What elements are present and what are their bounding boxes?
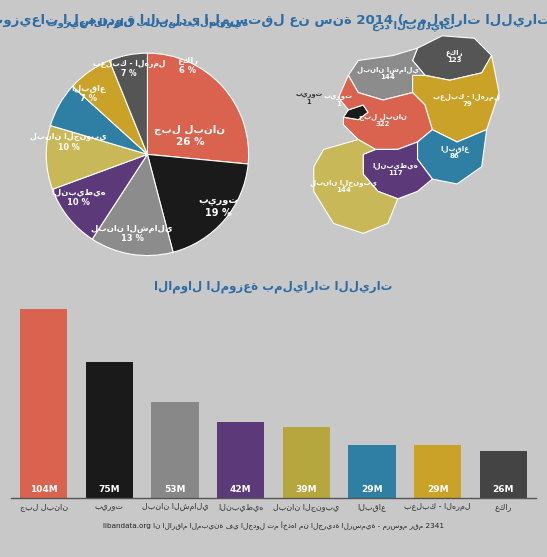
Polygon shape bbox=[314, 139, 398, 233]
Text: libandata.org ان الارقام المبينة في الجدول تم أخذها من الجريدة الرسمية - مرسوم ر: libandata.org ان الارقام المبينة في الجد… bbox=[103, 521, 444, 530]
Text: البقاع
7 %: البقاع 7 % bbox=[72, 84, 106, 104]
Text: 75M: 75M bbox=[98, 486, 120, 495]
Bar bbox=[217, 422, 264, 498]
Text: لبنان اشمالي
144: لبنان اشمالي 144 bbox=[357, 66, 419, 80]
Text: 29M: 29M bbox=[427, 486, 449, 495]
Bar bbox=[283, 427, 330, 498]
Bar bbox=[414, 446, 461, 498]
Text: 29M: 29M bbox=[361, 486, 383, 495]
Wedge shape bbox=[53, 154, 148, 239]
Text: 26M: 26M bbox=[492, 486, 514, 495]
Text: 53M: 53M bbox=[164, 486, 186, 495]
Text: بيروت
19 %: بيروت 19 % bbox=[198, 196, 238, 218]
Polygon shape bbox=[363, 142, 432, 199]
Text: بيروت
1: بيروت 1 bbox=[295, 92, 323, 105]
Wedge shape bbox=[50, 86, 148, 154]
Wedge shape bbox=[92, 154, 173, 256]
Text: لبنان الجنوبي
10 %: لبنان الجنوبي 10 % bbox=[30, 133, 107, 152]
Polygon shape bbox=[344, 105, 368, 120]
Text: لبنان الجنوبي
144: لبنان الجنوبي 144 bbox=[310, 179, 377, 193]
Bar bbox=[152, 402, 199, 498]
Wedge shape bbox=[73, 61, 148, 154]
Polygon shape bbox=[412, 56, 499, 142]
Wedge shape bbox=[148, 53, 248, 164]
Text: بيروت
1: بيروت 1 bbox=[324, 94, 353, 106]
Text: توزيعات الصندوق البلدي المستقل عن سنة 2014 (بمليارات الليرات): توزيعات الصندوق البلدي المستقل عن سنة 20… bbox=[0, 14, 547, 27]
Polygon shape bbox=[339, 75, 432, 149]
Text: 39M: 39M bbox=[295, 486, 317, 495]
Polygon shape bbox=[348, 48, 425, 100]
Bar bbox=[480, 451, 527, 498]
Text: جبل لبنان
322: جبل لبنان 322 bbox=[359, 113, 407, 127]
Bar bbox=[348, 446, 395, 498]
Bar bbox=[20, 309, 67, 498]
Text: بعلبك - الهرمل
79: بعلبك - الهرمل 79 bbox=[433, 93, 501, 107]
Wedge shape bbox=[46, 125, 148, 189]
Wedge shape bbox=[148, 154, 248, 252]
Text: عكار
123: عكار 123 bbox=[446, 48, 463, 62]
Text: بعلبك - الهرمل
7 %: بعلبك - الهرمل 7 % bbox=[93, 58, 165, 78]
Text: النبيطيه
10 %: النبيطيه 10 % bbox=[51, 187, 106, 207]
Text: 42M: 42M bbox=[230, 486, 252, 495]
Polygon shape bbox=[412, 36, 492, 80]
Polygon shape bbox=[417, 130, 487, 184]
Title: عدد البلديات: عدد البلديات bbox=[371, 20, 453, 31]
Text: البقاع
86: البقاع 86 bbox=[440, 145, 469, 159]
Text: عكار
6 %: عكار 6 % bbox=[177, 56, 199, 75]
Title: توزيع الاموال بالنسب المئوية: توزيع الاموال بالنسب المئوية bbox=[47, 17, 248, 28]
Text: جبل لبنان
26 %: جبل لبنان 26 % bbox=[154, 125, 225, 147]
Bar bbox=[86, 361, 133, 498]
Wedge shape bbox=[109, 53, 148, 154]
Title: الاموال الموزعة بمليارات الليرات: الاموال الموزعة بمليارات الليرات bbox=[154, 280, 393, 293]
Text: النبيطيه
117: النبيطيه 117 bbox=[373, 162, 418, 176]
Text: لبنان الشمالي
13 %: لبنان الشمالي 13 % bbox=[91, 223, 173, 243]
Text: 104M: 104M bbox=[30, 486, 57, 495]
